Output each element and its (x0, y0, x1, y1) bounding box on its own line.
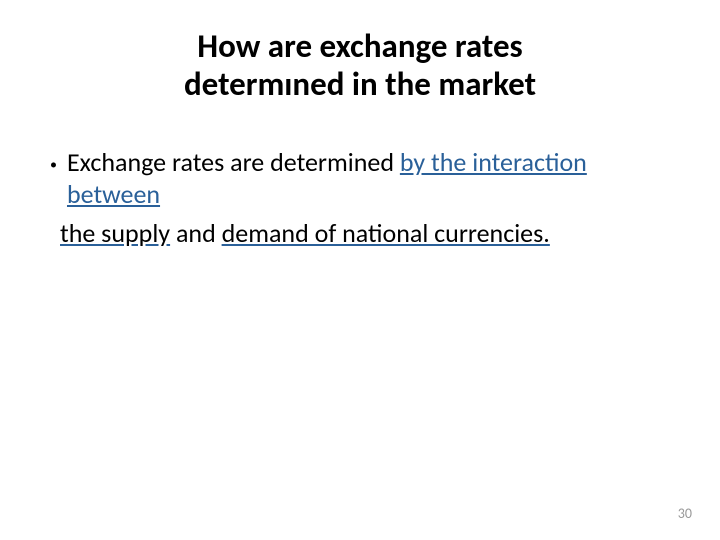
continuation-line: the supply and demand of national curren… (50, 217, 680, 250)
title-line-2: determıned in the market (184, 64, 536, 104)
bullet-text-plain: Exchange rates are determined (67, 146, 400, 178)
slide-title: How are exchange rates determıned in the… (40, 28, 680, 104)
bullet-marker: • (50, 156, 57, 174)
title-line-1: How are exchange rates (197, 26, 522, 66)
content-area: • Exchange rates are determined by the i… (40, 146, 680, 250)
bullet-text: Exchange rates are determined by the int… (67, 146, 680, 211)
continuation-plain: and (170, 217, 222, 249)
continuation-link-1: the supply (60, 217, 170, 249)
bullet-item: • Exchange rates are determined by the i… (50, 146, 680, 211)
continuation-link-2: demand of national currencies. (222, 217, 550, 249)
slide-container: How are exchange rates determıned in the… (0, 0, 720, 540)
page-number: 30 (678, 505, 692, 522)
